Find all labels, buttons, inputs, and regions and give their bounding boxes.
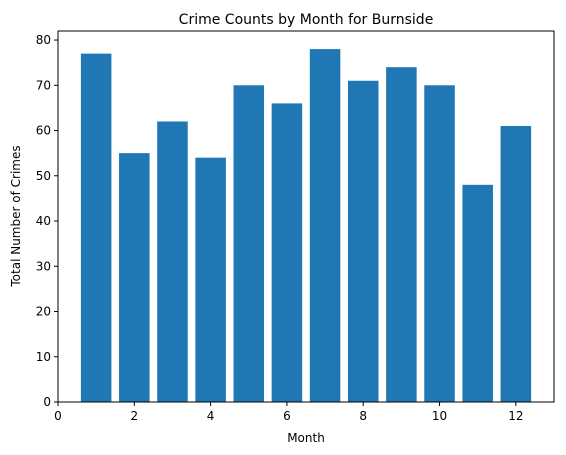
y-tick-label: 60 [36,124,51,138]
x-axis-label: Month [287,431,325,445]
x-tick-label: 12 [508,409,523,423]
bar-month-9 [386,67,417,402]
bar-month-5 [233,85,265,402]
bar-month-8 [347,80,379,402]
y-tick-label: 70 [36,78,51,92]
x-tick-label: 2 [130,409,138,423]
bar-month-2 [119,153,150,402]
bar-month-12 [500,126,532,402]
bar-month-6 [271,103,303,402]
y-tick-label: 0 [43,395,51,409]
bar-month-3 [157,121,188,403]
y-ticks-group: 0 10 20 30 40 50 60 70 80 [36,33,58,409]
x-tick-label: 0 [54,409,62,423]
bar-month-10 [424,85,455,402]
x-ticks-group: 0 2 4 6 8 10 12 [54,402,523,423]
y-tick-label: 30 [36,259,51,273]
x-tick-label: 6 [283,409,291,423]
x-tick-label: 4 [207,409,215,423]
chart-title: Crime Counts by Month for Burnside [179,12,434,28]
x-tick-label: 10 [432,409,447,423]
bar-month-11 [462,184,493,402]
y-axis-label: Total Number of Crimes [9,145,23,287]
y-tick-label: 50 [36,169,51,183]
plot-frame [57,30,555,403]
bar-month-7 [309,49,341,402]
bar-month-4 [195,157,226,402]
y-tick-label: 20 [36,305,51,319]
x-tick-label: 8 [359,409,367,423]
bars-group [80,49,532,403]
y-tick-label: 40 [36,214,51,228]
y-tick-label: 80 [36,33,51,47]
bar-month-1 [80,53,112,403]
y-tick-label: 10 [36,350,51,364]
